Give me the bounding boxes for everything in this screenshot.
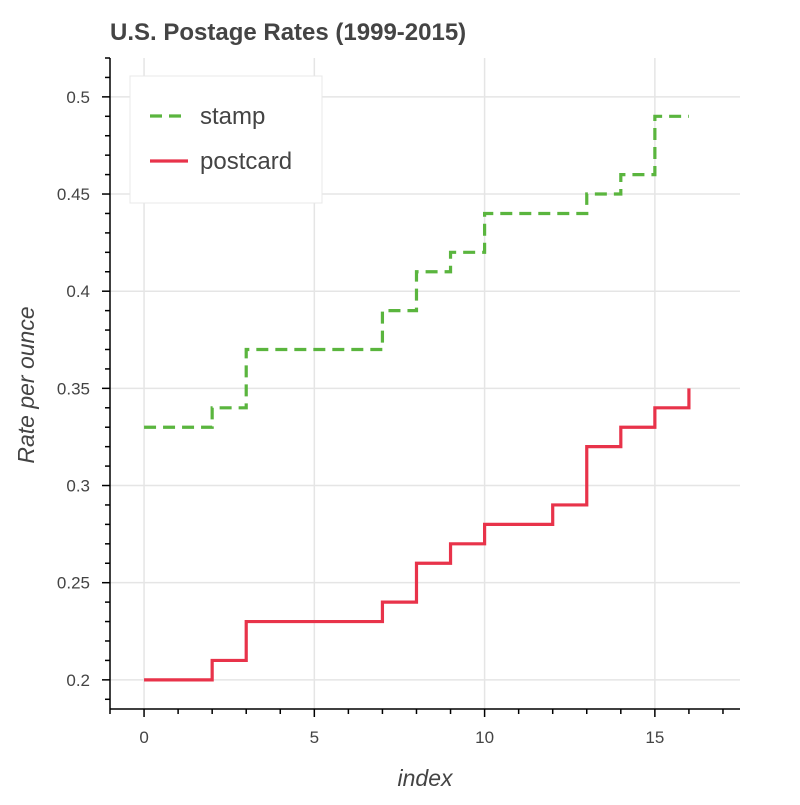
- series-layer: [144, 114, 691, 682]
- series-line-stamp: [144, 114, 689, 429]
- legend: stamp postcard: [129, 75, 323, 204]
- legend-label-stamp: stamp: [200, 103, 265, 130]
- legend-label-postcard: postcard: [200, 148, 292, 175]
- x-tick-label: 5: [310, 728, 319, 747]
- x-tick-label: 0: [139, 728, 148, 747]
- y-tick-label: 0.4: [66, 282, 90, 301]
- y-tick-label: 0.5: [66, 88, 90, 107]
- y-tick-label: 0.25: [57, 574, 90, 593]
- y-tick-label: 0.45: [57, 185, 90, 204]
- series-line-postcard: [144, 388, 691, 682]
- y-axis-label: Rate per ounce: [13, 306, 39, 463]
- x-tick-label: 15: [645, 728, 664, 747]
- x-tick-label: 10: [475, 728, 494, 747]
- y-tick-label: 0.2: [66, 671, 90, 690]
- chart-title: U.S. Postage Rates (1999-2015): [110, 19, 466, 46]
- y-tick-label: 0.35: [57, 379, 90, 398]
- legend-box: [129, 75, 323, 204]
- x-axis-label: index: [398, 765, 454, 791]
- y-tick-label: 0.3: [66, 477, 90, 496]
- axis-layer: 0 5 10 15 0.2 0.25 0.3 0.35 0.4 0.45 0.5: [57, 57, 740, 747]
